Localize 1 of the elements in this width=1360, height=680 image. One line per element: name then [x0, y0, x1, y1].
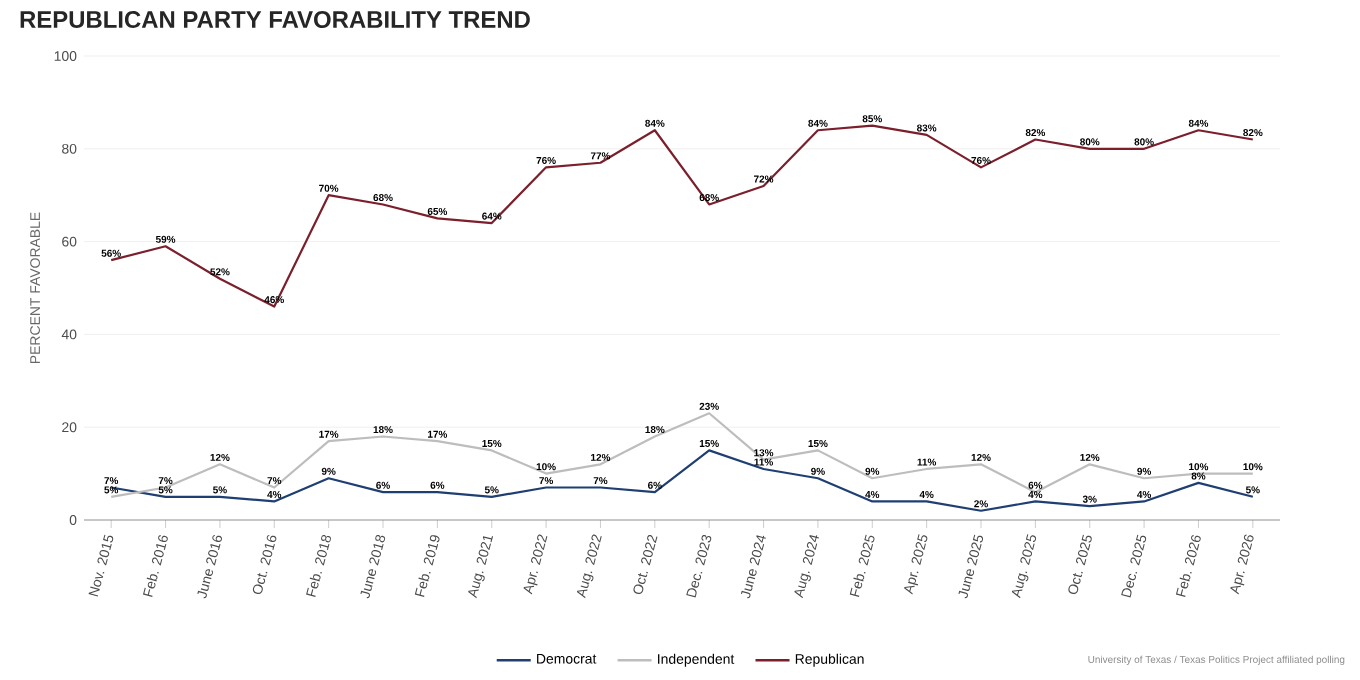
chart-title: REPUBLICAN PARTY FAVORABILITY TREND: [20, 11, 530, 28]
